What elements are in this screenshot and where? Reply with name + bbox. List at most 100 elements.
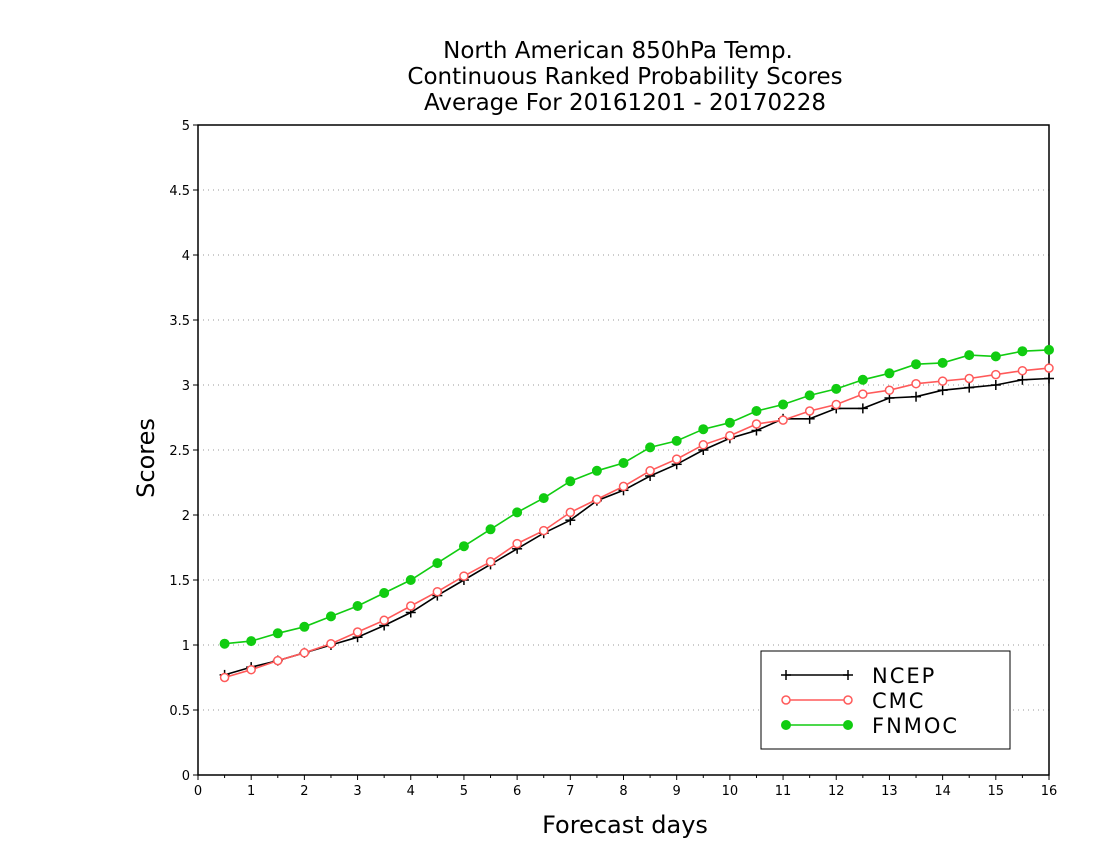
data-point-cmc [1017, 365, 1028, 376]
data-point-fnmoc [964, 350, 975, 361]
data-point-cmc [645, 466, 655, 476]
data-point-cmc [352, 627, 363, 637]
y-tick-label: 1.5 [169, 574, 190, 589]
data-point-cmc [459, 571, 469, 581]
data-point-cmc [884, 385, 895, 395]
data-point-ncep [1017, 374, 1028, 385]
x-tick-label: 5 [460, 784, 468, 799]
x-tick-label: 13 [881, 784, 898, 799]
x-tick-label: 6 [513, 784, 521, 799]
x-tick-label: 10 [722, 784, 739, 799]
plot-frame [197, 124, 1050, 776]
data-point-cmc [858, 389, 868, 399]
data-point-fnmoc [538, 493, 549, 504]
legend-marker-fnmoc [843, 720, 853, 730]
x-tick-label: 15 [988, 784, 1005, 799]
legend-label-ncep: NCEP [872, 664, 936, 688]
data-point-fnmoc [272, 628, 283, 639]
y-axis-title: Scores [132, 418, 160, 498]
data-point-fnmoc [325, 611, 336, 622]
x-tick-label: 8 [619, 784, 627, 799]
data-point-ncep [857, 403, 868, 414]
gridlines [198, 189, 1049, 711]
series-ncep [219, 373, 1054, 680]
series-line-ncep [224, 377, 1050, 676]
legend-marker-ncep [843, 670, 853, 680]
data-point-cmc [379, 615, 389, 626]
data-point-cmc [299, 648, 310, 658]
y-tick-label: 1 [182, 639, 190, 654]
data-point-fnmoc [591, 465, 602, 476]
data-point-cmc [751, 419, 762, 429]
axes: 00.511.522.533.544.550 1 2 3 4 5 6 7 8 9 10 11 12 13 1… [169, 119, 1057, 799]
legend-item-cmc: CMC [781, 689, 923, 713]
data-point-cmc [565, 507, 576, 518]
data-point-fnmoc [1044, 344, 1054, 355]
data-point-fnmoc [857, 374, 868, 385]
chart-title: North American 850hPa Temp. Continuous R… [407, 38, 842, 116]
data-point-ncep [990, 380, 1001, 390]
x-axis-title: Forecast days [542, 811, 708, 839]
series [219, 344, 1054, 683]
y-tick-label: 0.5 [169, 704, 190, 719]
data-point-cmc [725, 430, 735, 441]
data-point-cmc [485, 557, 496, 567]
legend-label-fnmoc: FNMOC [872, 714, 959, 738]
data-point-cmc [804, 406, 815, 416]
legend-marker-fnmoc [781, 720, 791, 730]
y-tick-label: 2 [182, 509, 190, 524]
data-point-fnmoc [671, 435, 682, 446]
y-tick-label: 2.5 [169, 444, 190, 459]
chart-title-line-3: Average For 20161201 - 20170228 [424, 90, 826, 116]
data-point-fnmoc [405, 575, 416, 585]
x-tick-label: 4 [407, 784, 415, 799]
x-tick-label: 0 [194, 784, 202, 799]
x-tick-label: 1 [247, 784, 255, 799]
data-point-cmc [246, 664, 256, 675]
data-point-fnmoc [379, 588, 390, 598]
x-tick-label: 3 [353, 784, 361, 799]
x-tick-label: 2 [300, 784, 308, 799]
data-point-fnmoc [724, 417, 735, 428]
data-point-fnmoc [698, 424, 709, 435]
data-point-cmc [937, 376, 948, 386]
data-point-fnmoc [645, 442, 656, 453]
data-point-cmc [1044, 363, 1054, 373]
data-point-cmc [831, 399, 841, 410]
y-tick-label: 0 [182, 769, 190, 784]
data-point-cmc [778, 415, 788, 425]
data-point-fnmoc [352, 601, 363, 611]
data-point-cmc [698, 440, 709, 450]
data-point-fnmoc [618, 458, 629, 468]
x-tick-label: 7 [566, 784, 574, 799]
data-point-cmc [326, 638, 336, 649]
data-point-fnmoc [432, 558, 443, 569]
x-tick-label: 14 [934, 784, 951, 799]
data-point-fnmoc [831, 383, 842, 394]
y-tick-label: 3.5 [169, 314, 190, 329]
legend-marker-cmc [781, 695, 791, 705]
data-point-fnmoc [804, 390, 815, 401]
y-tick-label: 4 [182, 249, 190, 264]
data-point-fnmoc [751, 406, 762, 416]
data-point-fnmoc [299, 621, 310, 632]
data-point-fnmoc [565, 476, 576, 487]
data-point-cmc [219, 672, 230, 683]
data-point-fnmoc [458, 541, 469, 552]
data-point-cmc [273, 655, 283, 666]
y-tick-label: 5 [182, 119, 190, 134]
legend-marker-ncep [781, 670, 791, 680]
data-point-cmc [911, 378, 921, 389]
data-point-fnmoc [990, 351, 1001, 362]
data-point-fnmoc [512, 507, 523, 518]
data-point-ncep [964, 382, 975, 393]
data-point-ncep [1044, 373, 1054, 384]
data-point-cmc [671, 454, 682, 464]
x-tick-label: 12 [828, 784, 845, 799]
data-point-cmc [991, 369, 1001, 380]
data-point-fnmoc [911, 359, 922, 370]
chart-title-line-2: Continuous Ranked Probability Scores [407, 64, 842, 90]
data-point-fnmoc [219, 638, 230, 649]
